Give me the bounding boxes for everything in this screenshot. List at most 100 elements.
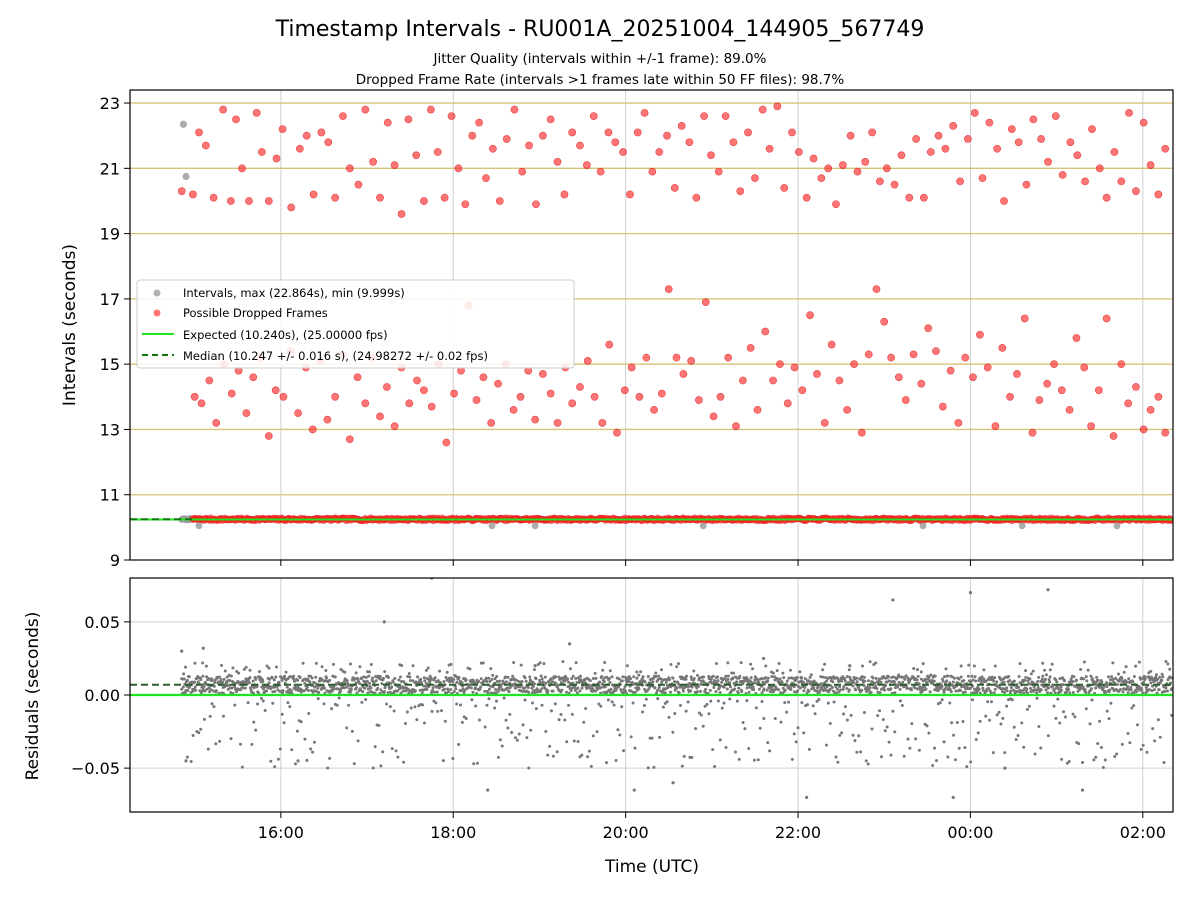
residual-point bbox=[738, 674, 742, 678]
residual-point bbox=[906, 737, 910, 741]
residual-point bbox=[1160, 678, 1164, 682]
dropped-frame-point bbox=[627, 363, 636, 372]
residual-point bbox=[471, 690, 475, 694]
residual-point bbox=[201, 661, 205, 665]
dropped-frame-point bbox=[1037, 135, 1046, 143]
dropped-frame-point bbox=[716, 392, 725, 401]
residual-point bbox=[345, 679, 349, 683]
dropped-frame-point bbox=[1110, 148, 1119, 156]
residual-point bbox=[402, 760, 406, 764]
residual-point bbox=[449, 688, 453, 692]
residual-outlier-point bbox=[968, 591, 973, 595]
residual-point bbox=[989, 700, 993, 704]
residual-point bbox=[1079, 668, 1083, 672]
residual-point bbox=[1161, 675, 1165, 679]
residual-point bbox=[698, 689, 702, 693]
residual-point bbox=[823, 681, 827, 685]
residual-point bbox=[1071, 679, 1075, 683]
residual-point bbox=[794, 740, 798, 744]
residual-point bbox=[606, 698, 610, 702]
residual-point bbox=[1125, 680, 1129, 684]
residual-point bbox=[1126, 685, 1130, 689]
residual-point bbox=[312, 740, 316, 744]
residual-point bbox=[716, 699, 720, 703]
residual-point bbox=[978, 719, 982, 723]
dropped-frame-point bbox=[382, 383, 391, 391]
residual-point bbox=[1050, 662, 1054, 666]
residual-point bbox=[1100, 680, 1104, 684]
residual-point bbox=[338, 689, 342, 693]
residual-point bbox=[892, 680, 896, 684]
residual-point bbox=[831, 680, 835, 684]
residual-point bbox=[783, 688, 787, 692]
residual-point bbox=[945, 679, 949, 683]
residual-point bbox=[457, 742, 461, 746]
residual-point bbox=[280, 678, 284, 682]
dropped-frame-point bbox=[560, 190, 569, 199]
residual-point bbox=[744, 676, 748, 680]
residual-point bbox=[800, 701, 804, 705]
residual-point bbox=[995, 680, 999, 684]
residual-point bbox=[954, 689, 958, 693]
residual-point bbox=[921, 662, 925, 666]
residual-point bbox=[600, 682, 604, 686]
bottom-xtick-label: 20:00 bbox=[603, 823, 649, 842]
residual-point bbox=[223, 669, 227, 673]
residual-point bbox=[878, 691, 882, 695]
residual-point bbox=[546, 689, 550, 693]
residual-point bbox=[415, 718, 419, 722]
residual-point bbox=[1058, 677, 1062, 681]
dropped-frame-point bbox=[590, 392, 599, 401]
dropped-frame-point bbox=[553, 157, 562, 166]
residual-point bbox=[857, 734, 861, 738]
dropped-frame-point bbox=[197, 399, 206, 408]
dropped-frame-point bbox=[963, 135, 972, 143]
residual-point bbox=[540, 687, 544, 691]
residual-point bbox=[400, 664, 404, 668]
dropped-frame-point bbox=[605, 340, 614, 349]
residual-point bbox=[322, 702, 326, 706]
dropped-frame-point bbox=[1109, 432, 1118, 440]
dropped-frame-point bbox=[279, 392, 288, 401]
dropped-frame-point bbox=[468, 131, 477, 140]
residual-point bbox=[390, 747, 394, 751]
residual-point bbox=[928, 690, 932, 694]
residual-point bbox=[868, 686, 872, 690]
residual-outlier-point bbox=[951, 795, 955, 799]
residual-point bbox=[609, 687, 613, 691]
residual-point bbox=[1084, 707, 1088, 711]
residual-point bbox=[836, 677, 840, 681]
residual-point bbox=[259, 696, 263, 700]
residual-point bbox=[569, 689, 573, 693]
residual-point bbox=[1151, 727, 1155, 731]
residual-point bbox=[904, 674, 908, 678]
residual-point bbox=[855, 750, 859, 754]
residual-point bbox=[391, 680, 395, 684]
residual-point bbox=[1009, 685, 1013, 689]
residual-point bbox=[1158, 675, 1162, 679]
dropped-frame-point bbox=[1044, 157, 1052, 166]
residual-outlier-point bbox=[1003, 766, 1007, 770]
residual-point bbox=[1024, 676, 1028, 680]
residual-point bbox=[1024, 669, 1028, 673]
residual-point bbox=[847, 688, 851, 692]
residual-point bbox=[1150, 689, 1154, 693]
residual-point bbox=[222, 677, 226, 681]
residual-point bbox=[842, 685, 846, 689]
dropped-frame-point bbox=[746, 343, 755, 352]
dropped-frame-point bbox=[934, 131, 943, 140]
residual-point bbox=[210, 678, 214, 682]
residual-point bbox=[229, 737, 233, 741]
residual-point bbox=[812, 686, 816, 690]
residual-point bbox=[568, 667, 572, 671]
residual-point bbox=[873, 681, 877, 685]
residual-point bbox=[1081, 685, 1085, 689]
residual-point bbox=[434, 701, 438, 705]
residual-point bbox=[770, 675, 774, 679]
residual-point bbox=[453, 673, 457, 677]
dropped-frame-point bbox=[525, 141, 533, 150]
residual-point bbox=[790, 757, 794, 761]
dropped-frame-point bbox=[976, 330, 984, 339]
residual-point bbox=[1129, 688, 1133, 692]
residual-point bbox=[772, 689, 776, 693]
